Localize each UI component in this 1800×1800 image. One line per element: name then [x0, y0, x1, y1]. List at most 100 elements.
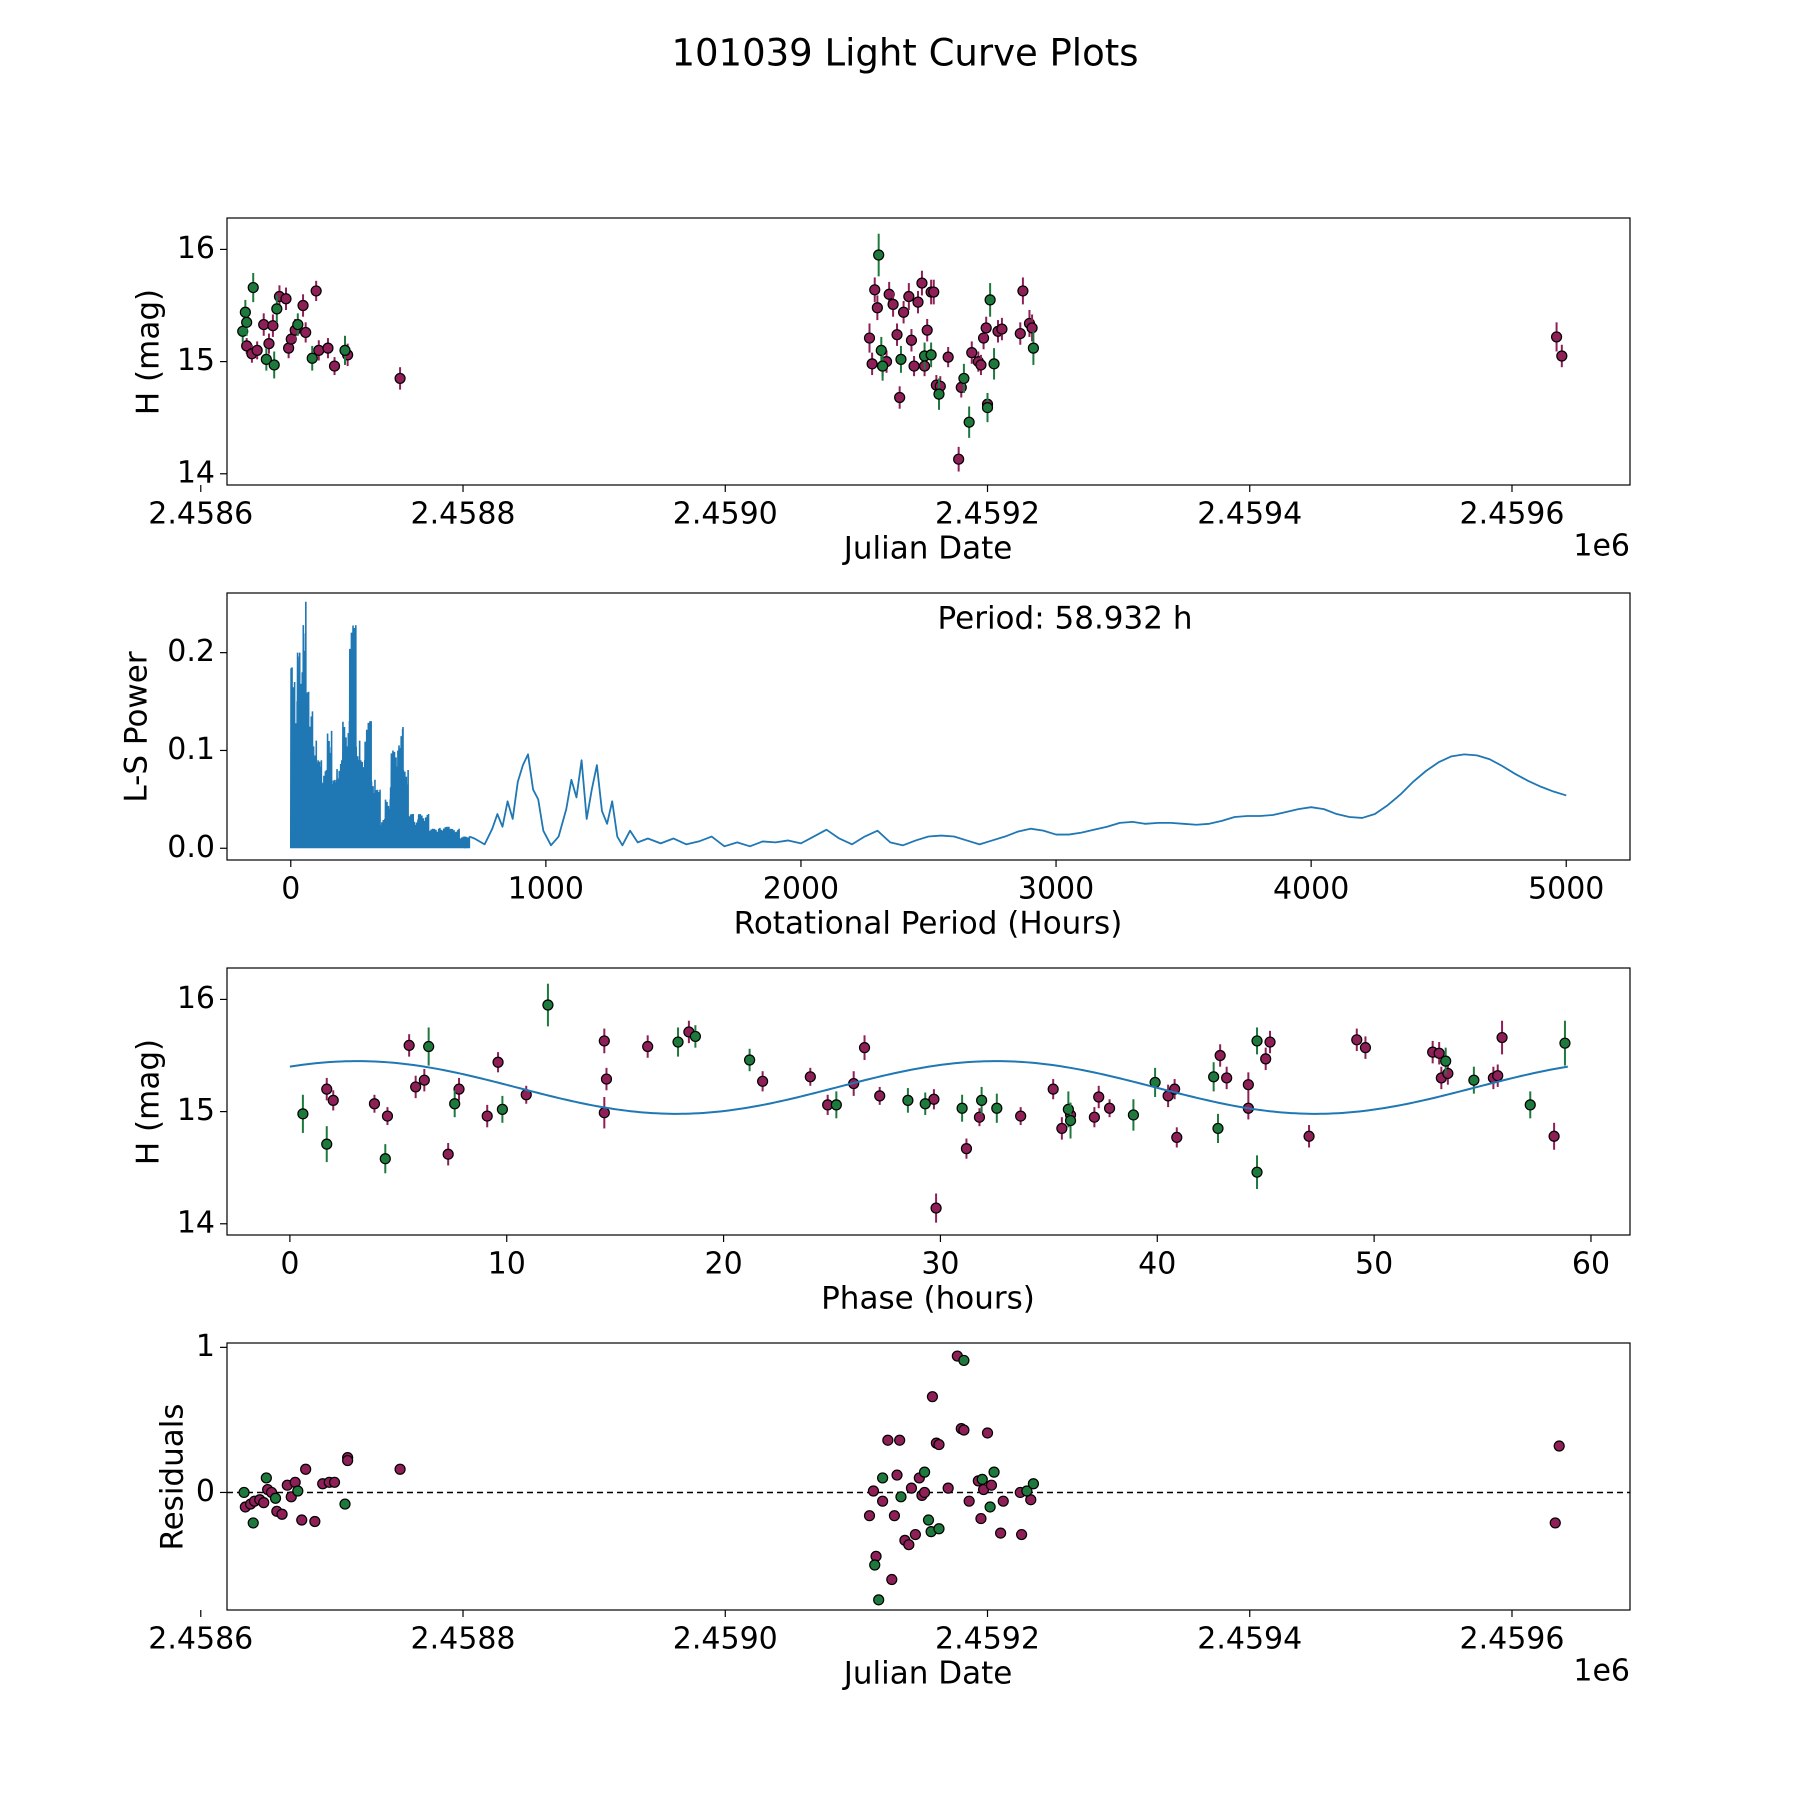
phase-fold-point-green	[689, 1030, 701, 1043]
periodogram-panel: 0 1000 2000 3000 4000 5000 0.0 0.1 0.2 Period: 5…	[119, 592, 1631, 942]
phase-fold-point-magenta	[368, 1098, 381, 1110]
residuals-panel: 2.4586 2.4588 2.4590 2.4592 2.4594 2.4596 0 1 J…	[148, 1329, 1631, 1692]
light-curve-point-magenta	[996, 323, 1008, 335]
phase-fold-xtick-label: 50	[1355, 1247, 1393, 1282]
periodogram-xtick-label: 0	[281, 872, 300, 907]
phase-fold-point-green	[919, 1098, 931, 1110]
phase-fold-point-green	[297, 1108, 309, 1120]
light-curve-point-magenta	[903, 290, 915, 303]
residuals-xtick-label: 2.4586	[148, 1622, 253, 1657]
light-curve-point-magenta	[863, 332, 876, 344]
light-curve-point-magenta	[905, 334, 918, 346]
residuals-point-magenta	[909, 1528, 921, 1541]
light-curve-point-green	[306, 352, 318, 364]
periodogram-ticks: 0 1000 2000 3000 4000 5000 0.0 0.1 0.2	[167, 634, 1604, 906]
residuals-point-green	[269, 1492, 282, 1504]
phase-fold-ytick-label: 14	[177, 1205, 215, 1240]
phase-fold-point-green	[991, 1102, 1003, 1114]
phase-fold-ytick-label: 15	[177, 1093, 215, 1128]
light-curve-point-magenta	[916, 277, 928, 289]
phase-fold-point-magenta	[858, 1042, 871, 1054]
light-curve-point-green	[981, 401, 994, 414]
residuals-point-green	[339, 1498, 351, 1510]
phase-fold-point-magenta	[642, 1040, 654, 1053]
residuals-point-magenta	[963, 1495, 975, 1507]
light-curve-point-green	[247, 281, 259, 294]
phase-fold-point-magenta	[598, 1035, 610, 1047]
residuals-point-magenta	[886, 1573, 898, 1586]
phase-fold-point-magenta	[1214, 1049, 1226, 1062]
light-curve-point-magenta	[883, 288, 895, 300]
light-curve-point-magenta	[897, 306, 910, 318]
light-curve-point-magenta	[300, 326, 312, 339]
light-curve-point-green	[268, 359, 280, 371]
light-curve-point-green	[963, 416, 975, 428]
phase-fold-point-green	[1559, 1037, 1571, 1049]
residuals-point-magenta	[328, 1476, 341, 1488]
phase-fold-point-magenta	[1442, 1067, 1454, 1080]
light-curve-point-green	[339, 344, 351, 356]
residuals-point-magenta	[877, 1495, 889, 1507]
light-curve-point-green	[958, 372, 970, 385]
residuals-point-green	[869, 1559, 881, 1571]
light-curve-point-magenta	[280, 293, 292, 305]
residuals-point-green	[1021, 1485, 1033, 1497]
phase-fold-point-magenta	[1433, 1047, 1445, 1059]
residuals-point-magenta	[933, 1438, 945, 1451]
light-curve-point-magenta	[887, 298, 899, 310]
phase-fold-point-green	[423, 1040, 435, 1053]
light-curve-ytick-label: 14	[177, 455, 215, 490]
light-curve-xtick-label: 2.4586	[148, 497, 253, 532]
phase-fold-point-magenta	[381, 1110, 394, 1122]
figure-title: 101039 Light Curve Plots	[671, 32, 1138, 75]
light-curve-point-magenta	[866, 358, 878, 370]
light-curve-ticks: 2.4586 2.4588 2.4590 2.4592 2.4594 2.4596 14 15…	[148, 231, 1564, 532]
residuals-point-magenta	[894, 1434, 906, 1446]
residuals-point-magenta	[985, 1479, 998, 1491]
phase-fold-point-magenta	[1264, 1036, 1276, 1048]
phase-fold-point-magenta	[960, 1143, 973, 1155]
light-curve-point-green	[984, 294, 996, 306]
phase-fold-point-magenta	[1260, 1053, 1272, 1065]
phase-fold-point-magenta	[321, 1083, 333, 1095]
phase-fold-point-magenta	[327, 1094, 339, 1106]
light-curve-point-green	[895, 353, 907, 365]
phase-fold-point-green	[1208, 1071, 1220, 1083]
light-curve-point-green	[239, 306, 251, 318]
residuals-point-magenta	[276, 1508, 288, 1520]
periodogram-xlabel: Rotational Period (Hours)	[734, 906, 1123, 942]
phase-fold-point-magenta	[598, 1107, 610, 1119]
light-curve-point-magenta	[966, 347, 978, 359]
phase-fold-point-magenta	[1496, 1031, 1508, 1044]
light-curve-point-green	[988, 358, 1000, 370]
phase-fold-point-magenta	[874, 1090, 886, 1102]
residuals-ylabel: Residuals	[155, 1403, 191, 1550]
residuals-xtick-label: 2.4596	[1459, 1622, 1564, 1657]
periodogram-ytick-label: 0.2	[167, 634, 215, 669]
light-curve-point-magenta	[328, 360, 341, 372]
phase-fold-point-green	[956, 1102, 968, 1114]
phase-fold-point-green	[1524, 1099, 1536, 1111]
light-curve-point-green	[271, 303, 283, 315]
residuals-xtick-label: 2.4594	[1197, 1622, 1302, 1657]
residuals-point-magenta	[1549, 1517, 1561, 1529]
light-curve-point-magenta	[891, 329, 903, 341]
residuals-point-magenta	[867, 1485, 880, 1497]
residuals-point-green	[918, 1466, 931, 1478]
phase-fold-point-green	[1212, 1122, 1224, 1135]
phase-fold-marks	[289, 983, 1571, 1223]
phase-fold-point-green	[1251, 1035, 1263, 1047]
phase-fold-point-green	[744, 1054, 756, 1066]
phase-fold-ticks: 0 10 20 30 40 50 60 14 15 16	[177, 981, 1610, 1282]
phase-fold-point-green	[542, 999, 554, 1011]
phase-fold-point-magenta	[1047, 1083, 1059, 1095]
light-curve-point-magenta	[1556, 350, 1568, 362]
residuals-point-magenta	[394, 1463, 406, 1475]
phase-fold-xtick-label: 20	[704, 1247, 742, 1282]
light-curve-point-magenta	[871, 302, 883, 314]
phase-fold-point-green	[449, 1098, 461, 1110]
residuals-point-magenta	[918, 1486, 931, 1499]
residuals-ytick-label: 1	[196, 1329, 215, 1364]
residuals-point-magenta	[905, 1482, 918, 1494]
periodogram-ylabel: L-S Power	[119, 651, 155, 802]
